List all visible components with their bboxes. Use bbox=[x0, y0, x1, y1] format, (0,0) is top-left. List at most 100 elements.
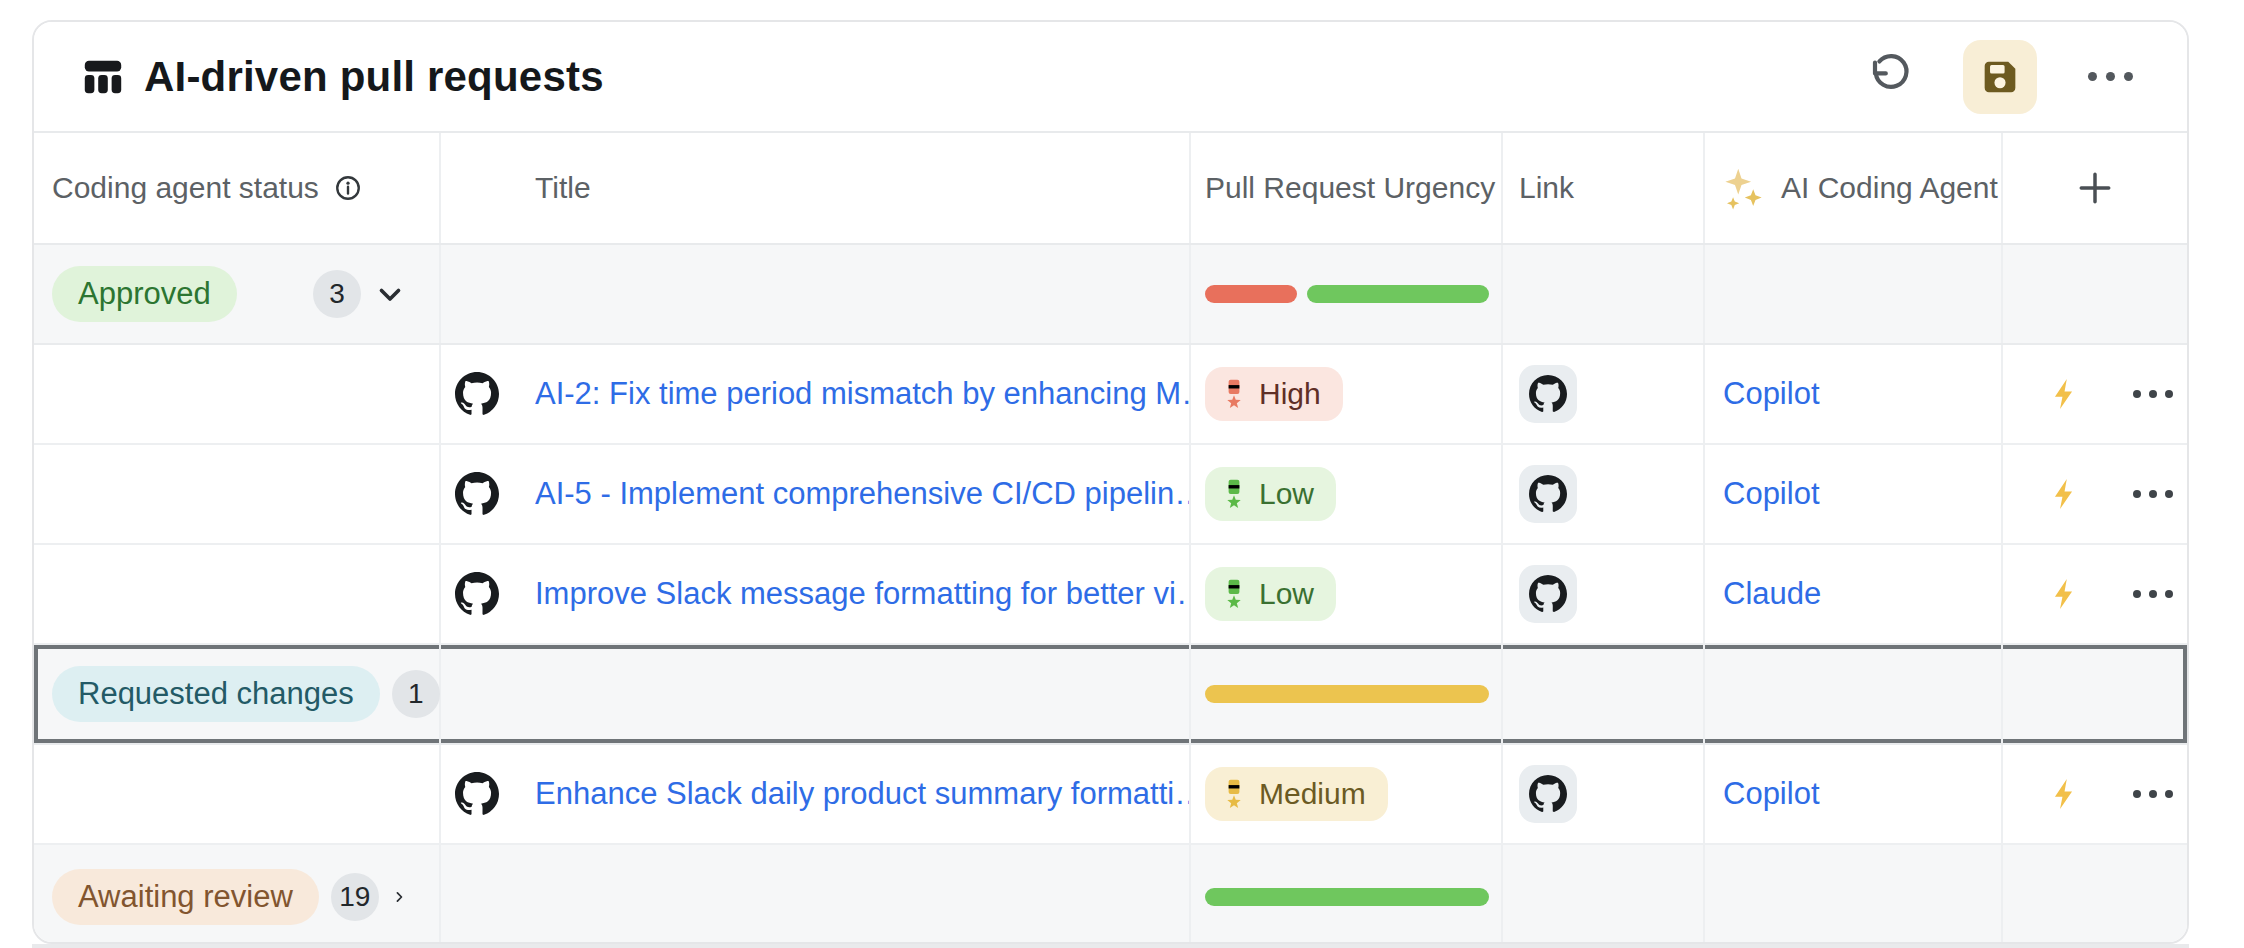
empty-cell bbox=[1705, 645, 2003, 743]
github-icon bbox=[1529, 575, 1567, 613]
group-row-requested-changes[interactable]: Requested changes 1 bbox=[34, 645, 2187, 745]
empty-cell bbox=[2003, 645, 2187, 743]
lightning-icon[interactable] bbox=[2047, 774, 2083, 814]
column-header-link[interactable]: Link bbox=[1503, 133, 1705, 243]
bar-segment bbox=[1205, 285, 1297, 303]
empty-cell bbox=[1705, 845, 2003, 944]
status-cell-empty bbox=[34, 345, 441, 443]
table-icon bbox=[80, 54, 126, 100]
empty-cell bbox=[2003, 845, 2187, 944]
urgency-label: High bbox=[1259, 377, 1321, 411]
empty-cell bbox=[441, 245, 1191, 343]
github-icon bbox=[455, 372, 499, 416]
status-cell-empty bbox=[34, 745, 441, 843]
github-icon bbox=[455, 472, 499, 516]
urgency-label: Low bbox=[1259, 577, 1314, 611]
group-count: 19 bbox=[331, 873, 379, 921]
save-button[interactable] bbox=[1963, 40, 2037, 114]
empty-cell bbox=[1503, 645, 1705, 743]
github-icon bbox=[1529, 775, 1567, 813]
urgency-distribution bbox=[1191, 845, 1503, 944]
urgency-distribution bbox=[1191, 645, 1503, 743]
github-icon bbox=[1529, 475, 1567, 513]
group-count: 1 bbox=[392, 670, 440, 718]
add-column-button[interactable] bbox=[2003, 133, 2187, 243]
github-link-button[interactable] bbox=[1519, 465, 1577, 523]
github-icon bbox=[455, 772, 499, 816]
page-title: AI-driven pull requests bbox=[144, 53, 604, 101]
lightning-icon[interactable] bbox=[2047, 574, 2083, 614]
urgency-badge: Low bbox=[1205, 567, 1336, 621]
agent-link[interactable]: Copilot bbox=[1723, 376, 1820, 412]
info-icon[interactable] bbox=[333, 173, 363, 203]
urgency-label: Low bbox=[1259, 477, 1314, 511]
pr-title-link[interactable]: AI-5 - Implement comprehensive CI/CD pip… bbox=[535, 476, 1189, 512]
more-options-button[interactable] bbox=[2073, 40, 2147, 114]
pr-title-link[interactable]: Enhance Slack daily product summary form… bbox=[535, 776, 1189, 812]
empty-cell bbox=[2003, 245, 2187, 343]
column-header-urgency[interactable]: Pull Request Urgency bbox=[1191, 133, 1503, 243]
empty-cell bbox=[1705, 245, 2003, 343]
column-label: Pull Request Urgency bbox=[1205, 171, 1495, 205]
agent-link[interactable]: Claude bbox=[1723, 576, 1821, 612]
empty-cell bbox=[441, 645, 1191, 743]
plus-icon bbox=[2073, 166, 2117, 210]
undo-button[interactable] bbox=[1853, 40, 1927, 114]
column-label: AI Coding Agent bbox=[1781, 171, 1998, 205]
chevron-right-icon[interactable] bbox=[391, 880, 407, 914]
row-menu-button[interactable] bbox=[2133, 390, 2173, 398]
group-row-awaiting-review[interactable]: Awaiting review 19 bbox=[34, 845, 2187, 944]
pr-title-link[interactable]: Improve Slack message formatting for bet… bbox=[535, 576, 1189, 612]
status-badge: Awaiting review bbox=[52, 869, 319, 925]
column-header-status[interactable]: Coding agent status bbox=[34, 133, 441, 243]
column-header-agent[interactable]: AI Coding Agent bbox=[1705, 133, 2003, 243]
urgency-badge: High bbox=[1205, 367, 1343, 421]
table-card: AI-driven pull requests Cod bbox=[32, 20, 2189, 944]
status-badge: Requested changes bbox=[52, 666, 380, 722]
sparkle-icon bbox=[1721, 165, 1767, 211]
chevron-down-icon[interactable] bbox=[373, 277, 407, 311]
github-link-button[interactable] bbox=[1519, 765, 1577, 823]
lightning-icon[interactable] bbox=[2047, 474, 2083, 514]
column-label: Title bbox=[535, 171, 591, 205]
medal-icon bbox=[1217, 777, 1251, 811]
group-row-approved[interactable]: Approved 3 bbox=[34, 245, 2187, 345]
agent-link[interactable]: Copilot bbox=[1723, 476, 1820, 512]
lightning-icon[interactable] bbox=[2047, 374, 2083, 414]
table-row[interactable]: AI-5 - Implement comprehensive CI/CD pip… bbox=[34, 445, 2187, 545]
row-menu-button[interactable] bbox=[2133, 790, 2173, 798]
column-header-row: Coding agent status Title Pull Request U… bbox=[34, 133, 2187, 245]
row-menu-button[interactable] bbox=[2133, 590, 2173, 598]
urgency-badge: Low bbox=[1205, 467, 1336, 521]
urgency-label: Medium bbox=[1259, 777, 1366, 811]
urgency-badge: Medium bbox=[1205, 767, 1388, 821]
urgency-distribution bbox=[1191, 245, 1503, 343]
row-menu-button[interactable] bbox=[2133, 490, 2173, 498]
github-icon bbox=[455, 572, 499, 616]
status-badge: Approved bbox=[52, 266, 237, 322]
pr-title-link[interactable]: AI-2: Fix time period mismatch by enhanc… bbox=[535, 376, 1189, 412]
bar-segment bbox=[1205, 685, 1489, 703]
bar-segment bbox=[1205, 888, 1489, 906]
empty-cell bbox=[1503, 845, 1705, 944]
status-cell-empty bbox=[34, 445, 441, 543]
agent-link[interactable]: Copilot bbox=[1723, 776, 1820, 812]
column-header-title[interactable]: Title bbox=[441, 133, 1191, 243]
github-link-button[interactable] bbox=[1519, 565, 1577, 623]
group-count: 3 bbox=[313, 270, 361, 318]
card-bottom-edge bbox=[32, 944, 2189, 948]
status-cell-empty bbox=[34, 545, 441, 643]
titlebar: AI-driven pull requests bbox=[34, 22, 2187, 133]
save-icon bbox=[1977, 54, 2023, 100]
github-icon bbox=[1529, 375, 1567, 413]
medal-icon bbox=[1217, 477, 1251, 511]
ellipsis-icon bbox=[2088, 72, 2133, 81]
table-row[interactable]: AI-2: Fix time period mismatch by enhanc… bbox=[34, 345, 2187, 445]
bar-segment bbox=[1307, 285, 1489, 303]
github-link-button[interactable] bbox=[1519, 365, 1577, 423]
table-row[interactable]: Improve Slack message formatting for bet… bbox=[34, 545, 2187, 645]
medal-icon bbox=[1217, 377, 1251, 411]
empty-cell bbox=[441, 845, 1191, 944]
table-row[interactable]: Enhance Slack daily product summary form… bbox=[34, 745, 2187, 845]
column-label: Coding agent status bbox=[52, 171, 319, 205]
